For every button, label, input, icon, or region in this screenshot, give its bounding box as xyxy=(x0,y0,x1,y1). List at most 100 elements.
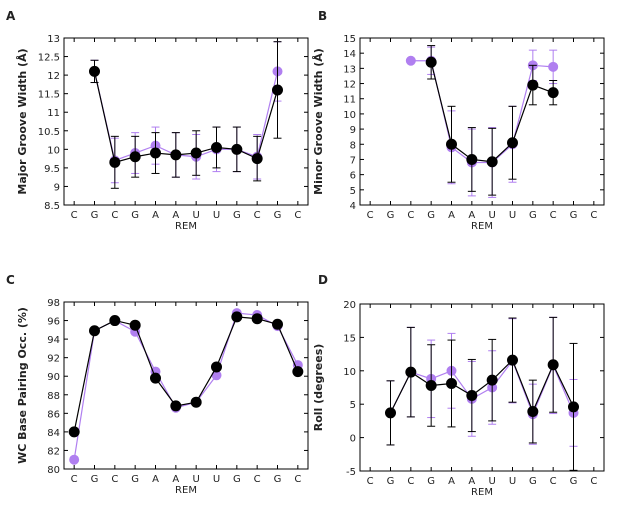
y-tick-label: 13 xyxy=(47,34,60,45)
y-tick-label: 11 xyxy=(47,108,60,119)
data-point xyxy=(109,315,121,327)
y-tick-label: 98 xyxy=(47,298,60,309)
data-point xyxy=(231,311,243,323)
x-tick-label: C xyxy=(367,476,374,487)
panel-a: A 8.5 9 9.5 10 10.5 11 11.5 12 12.5 13 C G C G A A U U G C G C… xyxy=(6,9,309,232)
y-tick-label: 96 xyxy=(47,317,60,328)
series-black xyxy=(89,41,283,189)
x-tick-label: C xyxy=(254,474,261,485)
x-tick-label: C xyxy=(254,210,261,221)
data-point xyxy=(385,407,396,419)
y-tick-label: 15 xyxy=(343,34,356,45)
data-point xyxy=(190,396,202,408)
x-tick-label: G xyxy=(427,476,435,487)
data-point xyxy=(527,79,539,91)
y-tick-label: 0 xyxy=(350,434,356,445)
x-tick-label: G xyxy=(91,210,99,221)
series-black xyxy=(385,316,579,471)
y-tick-label: 8.5 xyxy=(44,201,60,212)
data-point xyxy=(446,377,457,389)
y-tick-label: 11.5 xyxy=(38,90,60,101)
series-line xyxy=(93,71,279,162)
x-axis-label: REM xyxy=(471,221,493,232)
data-point xyxy=(292,366,304,378)
data-point xyxy=(190,147,202,159)
series-purple xyxy=(385,316,579,447)
x-tick-label: G xyxy=(233,210,241,221)
y-tick-label: 84 xyxy=(47,428,60,439)
x-tick-label: C xyxy=(294,210,301,221)
data-point xyxy=(150,372,161,384)
y-tick-label: 5 xyxy=(350,400,356,411)
data-point xyxy=(466,153,478,165)
data-point xyxy=(405,55,416,66)
x-tick-label: C xyxy=(111,474,118,485)
plot-frame xyxy=(63,37,309,206)
panel-b: B 4 5 6 7 8 9 10 11 12 13 14 15 C G C G A A U U G C G C REM Minor … xyxy=(312,9,605,232)
data-point xyxy=(211,361,222,373)
series-purple xyxy=(69,308,303,465)
x-tick-label: G xyxy=(274,210,282,221)
data-point xyxy=(109,156,121,168)
data-point xyxy=(89,65,100,77)
x-tick-label: G xyxy=(529,476,537,487)
x-tick-label: G xyxy=(131,474,139,485)
y-tick-label: 6 xyxy=(350,171,356,182)
x-tick-label: C xyxy=(111,210,118,221)
x-tick-label: C xyxy=(294,474,301,485)
x-tick-label: G xyxy=(233,474,241,485)
y-tick-label: 20 xyxy=(343,300,356,311)
y-tick-label: 10 xyxy=(343,367,356,378)
x-tick-label: C xyxy=(590,210,597,221)
data-point xyxy=(129,319,141,331)
x-axis-label: REM xyxy=(471,487,493,498)
x-tick-label: U xyxy=(489,210,496,221)
data-point xyxy=(89,325,100,337)
panel-label: A xyxy=(6,9,16,23)
data-point xyxy=(251,313,263,325)
data-point xyxy=(69,454,80,465)
data-point xyxy=(568,401,579,413)
x-tick-label: U xyxy=(509,476,516,487)
x-tick-label: U xyxy=(213,210,220,221)
y-tick-label: 15 xyxy=(343,333,356,344)
y-axis-label: WC Base Pairing Occ. (%) xyxy=(16,307,29,464)
data-point xyxy=(425,56,437,68)
y-tick-label: 9 xyxy=(54,182,60,193)
x-tick-label: G xyxy=(387,210,395,221)
series-black xyxy=(425,45,559,196)
series-purple xyxy=(405,46,559,198)
data-point xyxy=(211,141,222,153)
x-tick-label: G xyxy=(131,210,139,221)
series-black xyxy=(68,311,304,438)
data-point xyxy=(548,61,559,72)
x-tick-label: G xyxy=(91,474,99,485)
y-tick-label: 11 xyxy=(343,95,356,106)
x-tick-label: C xyxy=(367,210,374,221)
y-tick-label: 12 xyxy=(343,80,356,91)
x-tick-label: C xyxy=(71,210,78,221)
panel-label: B xyxy=(318,9,327,23)
x-tick-label: A xyxy=(172,474,179,485)
data-point xyxy=(405,366,417,378)
x-tick-label: G xyxy=(427,210,435,221)
x-tick-label: C xyxy=(590,476,597,487)
data-point xyxy=(68,426,80,438)
data-point xyxy=(486,374,498,386)
y-tick-label: 9 xyxy=(350,125,356,136)
series-line xyxy=(410,60,554,164)
x-tick-label: A xyxy=(448,476,455,487)
plot-frame xyxy=(359,37,605,206)
plot-frame xyxy=(63,301,309,470)
x-tick-label: U xyxy=(193,474,200,485)
y-tick-label: 80 xyxy=(47,465,60,476)
y-tick-label: 12 xyxy=(47,71,60,82)
x-tick-label: G xyxy=(570,476,578,487)
x-tick-label: U xyxy=(213,474,220,485)
x-tick-label: A xyxy=(152,210,159,221)
x-tick-label: U xyxy=(509,210,516,221)
data-point xyxy=(129,151,141,163)
panel-label: C xyxy=(6,273,15,287)
x-tick-label: A xyxy=(448,210,455,221)
y-tick-label: -5 xyxy=(346,467,356,478)
